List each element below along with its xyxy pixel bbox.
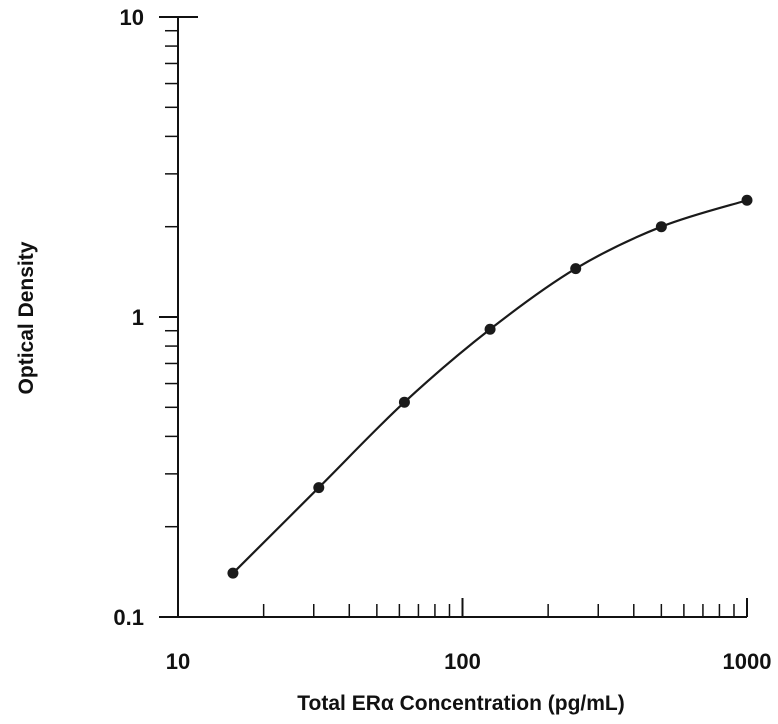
x-axis-title: Total ERα Concentration (pg/mL)	[297, 692, 625, 715]
fit-curve-layer	[232, 199, 748, 574]
data-point	[398, 396, 410, 408]
ticks	[159, 16, 748, 618]
x-tick-label: 100	[444, 649, 481, 674]
data-point	[570, 263, 582, 275]
data-point	[655, 221, 667, 233]
fit-curve-line	[232, 199, 748, 574]
data-point	[484, 323, 496, 335]
y-tick-label: 10	[120, 5, 144, 30]
x-tick-label: 1000	[723, 649, 772, 674]
x-tick-label: 10	[166, 649, 190, 674]
data-point	[227, 567, 239, 579]
data-point	[313, 482, 325, 494]
tick-labels: 0.1 1 10 10 100 1000	[113, 5, 771, 674]
y-axis-title: Optical Density	[15, 241, 38, 394]
y-tick-label: 0.1	[113, 605, 144, 630]
axes	[177, 17, 747, 618]
data-point	[741, 194, 753, 206]
data-points	[227, 194, 753, 579]
y-tick-label: 1	[132, 305, 144, 330]
